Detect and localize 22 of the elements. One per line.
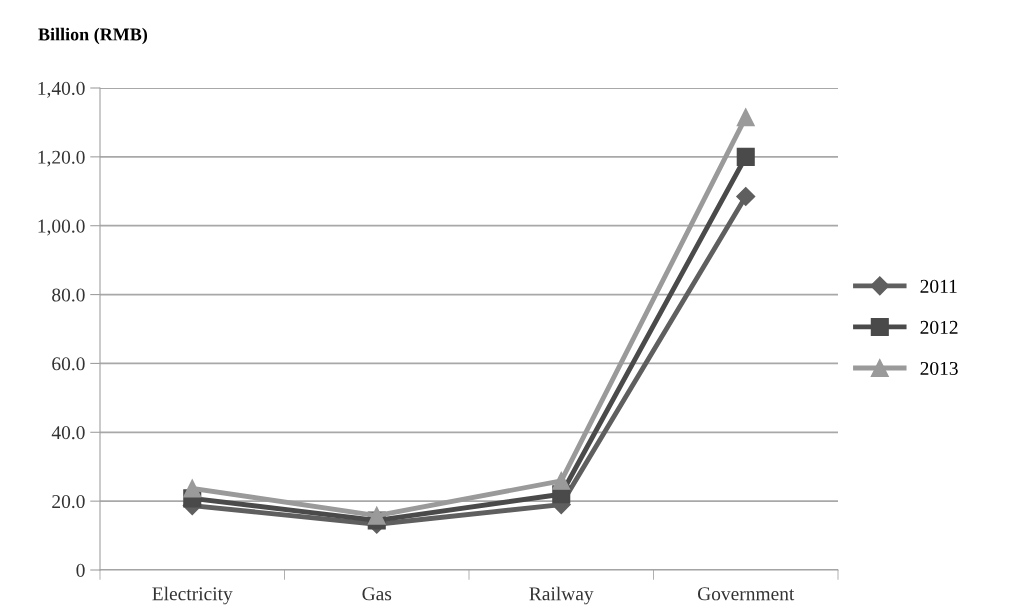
y-axis-title: Billion (RMB): [38, 27, 148, 45]
legend-label: 2013: [920, 361, 958, 376]
point: [736, 108, 755, 127]
y-tick-label: 20.0: [52, 494, 85, 509]
y-tick-label: 1,00.0: [38, 219, 85, 236]
point: [736, 147, 755, 166]
x-tick-label: Government: [697, 587, 795, 601]
x-tick-label: Gas: [362, 587, 392, 601]
point: [183, 479, 202, 498]
y-tick-label: 80.0: [52, 288, 85, 302]
y-tick-label: 1,40.0: [38, 81, 85, 98]
y-tick-label: 0: [76, 563, 85, 577]
x-tick-label: Railway: [529, 586, 594, 605]
legend-label: 2012: [920, 320, 958, 334]
point: [552, 471, 571, 490]
point: [736, 186, 756, 206]
legend-label: 2011: [920, 279, 957, 293]
y-tick-label: 1,20.0: [38, 150, 85, 167]
point: [367, 506, 386, 525]
y-tick-label: 60.0: [52, 357, 85, 371]
y-tick-label: 40.0: [51, 426, 85, 440]
x-tick-label: Electricity: [152, 586, 233, 605]
